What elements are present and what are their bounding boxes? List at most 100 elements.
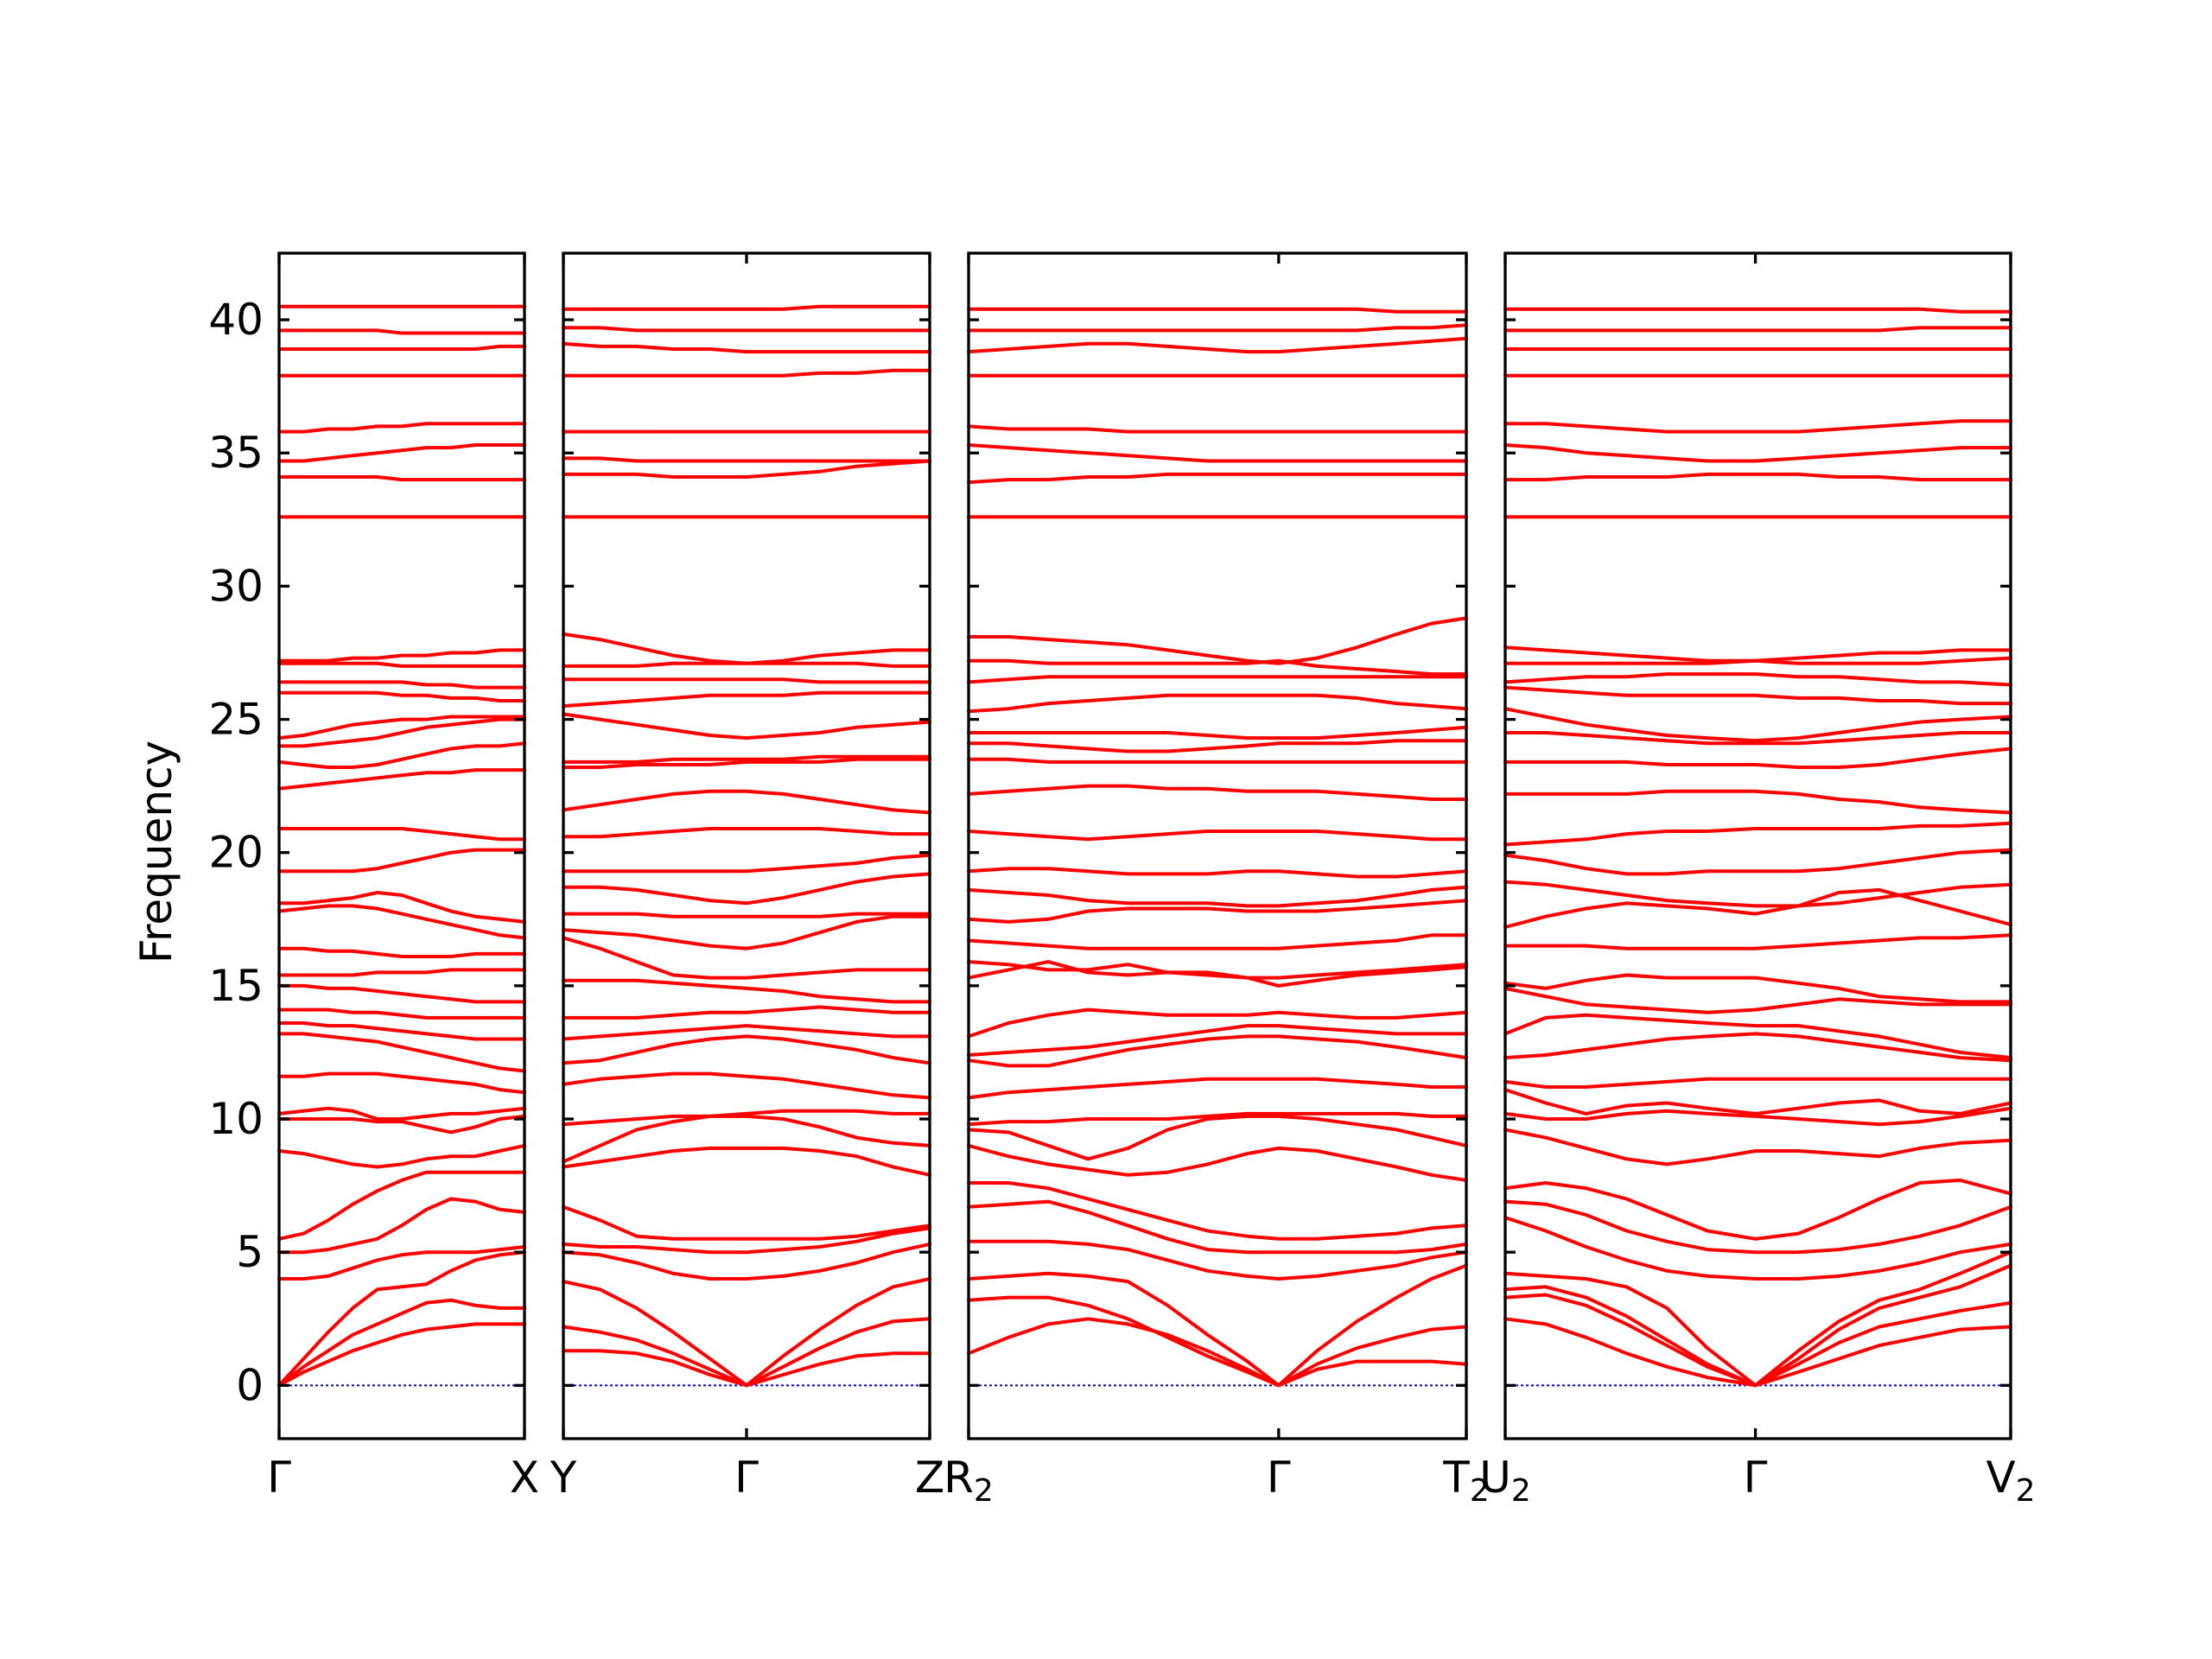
band-3-19 bbox=[967, 867, 1468, 879]
band-3-9 bbox=[967, 1111, 1468, 1127]
band-1-4 bbox=[277, 1245, 526, 1281]
band-3-7 bbox=[967, 1143, 1468, 1182]
band-3-3 bbox=[967, 1263, 1468, 1388]
band-3-4 bbox=[967, 1239, 1468, 1281]
band-3-6 bbox=[967, 1181, 1468, 1241]
band-4-15 bbox=[1503, 973, 2012, 1004]
y-tick-label: 40 bbox=[208, 295, 264, 345]
y-tick-label: 0 bbox=[236, 1360, 264, 1410]
band-1-24 bbox=[277, 715, 526, 741]
x-tick-label: Γ bbox=[267, 1452, 291, 1503]
x-tick-label: Γ bbox=[734, 1452, 759, 1503]
band-3-34 bbox=[967, 336, 1468, 354]
band-2-11 bbox=[562, 1034, 931, 1065]
band-4-5 bbox=[1503, 1216, 2012, 1281]
band-4-9 bbox=[1503, 1106, 2012, 1127]
band-3-17 bbox=[967, 899, 1468, 924]
band-4-13 bbox=[1503, 1013, 2012, 1060]
band-1-18 bbox=[277, 891, 526, 924]
band-1-15 bbox=[277, 968, 526, 977]
band-4-19 bbox=[1503, 848, 2012, 876]
band-3-18 bbox=[967, 885, 1468, 908]
band-panel-4: U2 Γ V2 bbox=[1479, 251, 2036, 1509]
band-2-25 bbox=[562, 690, 931, 709]
band-1-23 bbox=[277, 717, 526, 748]
band-3-25 bbox=[967, 693, 1468, 714]
y-tick-label: 15 bbox=[208, 961, 264, 1011]
band-1-25 bbox=[277, 690, 526, 702]
band-2-36 bbox=[562, 304, 931, 311]
band-4-31 bbox=[1503, 443, 2012, 463]
band-1-6 bbox=[277, 1170, 526, 1241]
band-1-32 bbox=[277, 422, 526, 434]
band-4-18 bbox=[1503, 880, 2012, 908]
band-1-14 bbox=[277, 983, 526, 1004]
band-1-35 bbox=[277, 328, 526, 335]
band-4-11 bbox=[1503, 1077, 2012, 1089]
y-tick-label: 30 bbox=[208, 561, 264, 611]
band-3-30 bbox=[967, 472, 1468, 485]
band-4-35 bbox=[1503, 326, 2012, 333]
band-2-20 bbox=[562, 827, 931, 839]
band-1-12 bbox=[277, 1021, 526, 1041]
band-panel-1: 0 5 10 15 20 25 30 35 40 Γ X bbox=[208, 251, 539, 1503]
band-4-10 bbox=[1503, 1088, 2012, 1116]
band-4-4 bbox=[1503, 1250, 2012, 1388]
band-4-20 bbox=[1503, 821, 2012, 847]
band-1-1 bbox=[277, 1322, 526, 1388]
y-tick-label: 35 bbox=[208, 428, 264, 478]
band-3-26 bbox=[967, 675, 1468, 684]
band-2-30 bbox=[562, 459, 931, 479]
band-1-3 bbox=[277, 1250, 526, 1388]
band-4-23 bbox=[1503, 731, 2012, 746]
band-2-14 bbox=[562, 978, 931, 1004]
band-panel-3: R2 Γ T2 bbox=[944, 251, 1490, 1509]
band-4-25 bbox=[1503, 685, 2012, 706]
band-3-23 bbox=[967, 739, 1468, 753]
band-2-31 bbox=[562, 456, 931, 463]
band-2-13 bbox=[562, 1005, 931, 1020]
band-4-12 bbox=[1503, 1032, 2012, 1063]
band-3-35 bbox=[967, 323, 1468, 333]
band-1-21 bbox=[277, 768, 526, 791]
x-tick-label: Z bbox=[915, 1452, 944, 1503]
band-1-20 bbox=[277, 827, 526, 842]
band-4-22 bbox=[1503, 747, 2012, 769]
band-2-9 bbox=[562, 1109, 931, 1127]
panel-frame bbox=[967, 251, 1468, 1440]
band-2-17 bbox=[562, 912, 931, 918]
band-3-12 bbox=[967, 1024, 1468, 1057]
band-1-10 bbox=[277, 1071, 526, 1095]
band-2-28 bbox=[562, 632, 931, 668]
band-3-13 bbox=[967, 1007, 1468, 1039]
band-3-5 bbox=[967, 1199, 1468, 1255]
band-4-6 bbox=[1503, 1199, 2012, 1255]
band-3-31 bbox=[967, 443, 1468, 463]
band-4-8 bbox=[1503, 1128, 2012, 1166]
band-1-2 bbox=[277, 1298, 526, 1388]
band-1-31 bbox=[277, 443, 526, 463]
band-1-9 bbox=[277, 1106, 526, 1121]
y-tick-label: 20 bbox=[208, 828, 264, 878]
band-2-26 bbox=[562, 677, 931, 684]
band-2-24 bbox=[562, 712, 931, 741]
band-1-13 bbox=[277, 1007, 526, 1020]
y-tick-label: 25 bbox=[208, 695, 264, 745]
band-1-34 bbox=[277, 344, 526, 351]
band-3-10 bbox=[967, 1077, 1468, 1100]
band-4-30 bbox=[1503, 472, 2012, 482]
band-2-7 bbox=[562, 1146, 931, 1177]
panel-frame bbox=[277, 251, 526, 1440]
band-1-22 bbox=[277, 741, 526, 769]
band-2-34 bbox=[562, 341, 931, 354]
band-1-28 bbox=[277, 648, 526, 663]
x-tick-label: Y bbox=[550, 1452, 577, 1503]
y-tick-label: 5 bbox=[236, 1227, 264, 1277]
band-2-16 bbox=[562, 914, 931, 950]
x-tick-label: R2 bbox=[944, 1452, 994, 1509]
panel-frame bbox=[1503, 251, 2012, 1440]
band-4-32 bbox=[1503, 419, 2012, 434]
band-1-5 bbox=[277, 1197, 526, 1255]
band-3-20 bbox=[967, 830, 1468, 842]
